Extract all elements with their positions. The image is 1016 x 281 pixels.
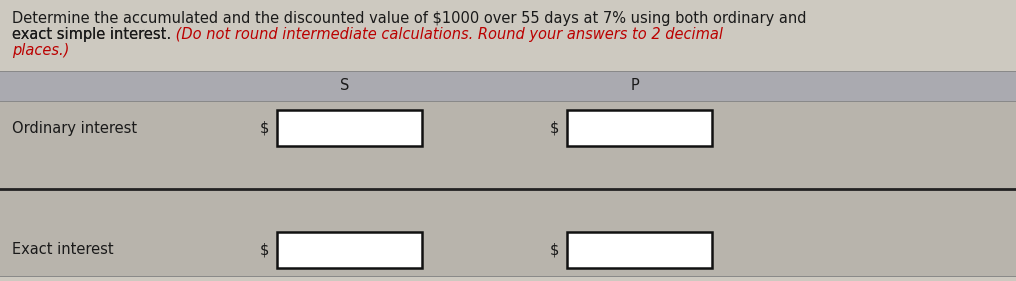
- Text: Ordinary interest: Ordinary interest: [12, 121, 137, 135]
- Text: exact simple interest.: exact simple interest.: [12, 27, 171, 42]
- Text: $: $: [550, 121, 559, 135]
- Bar: [277, 110, 423, 146]
- Bar: [277, 232, 423, 268]
- Text: Determine the accumulated and the discounted value of $1000 over 55 days at 7% u: Determine the accumulated and the discou…: [12, 11, 807, 26]
- Text: (Do not round intermediate calculations. Round your answers to 2 decimal: (Do not round intermediate calculations.…: [171, 27, 723, 42]
- Text: places.): places.): [12, 43, 69, 58]
- Bar: [568, 232, 712, 268]
- Bar: [0, 71, 1016, 101]
- Text: $: $: [259, 243, 269, 257]
- Text: $: $: [550, 243, 559, 257]
- Text: $: $: [259, 121, 269, 135]
- Text: Exact interest: Exact interest: [12, 243, 114, 257]
- Bar: [0, 101, 1016, 276]
- Text: P: P: [631, 78, 639, 94]
- Text: exact simple interest.: exact simple interest.: [12, 27, 171, 42]
- Text: S: S: [340, 78, 350, 94]
- Bar: [568, 110, 712, 146]
